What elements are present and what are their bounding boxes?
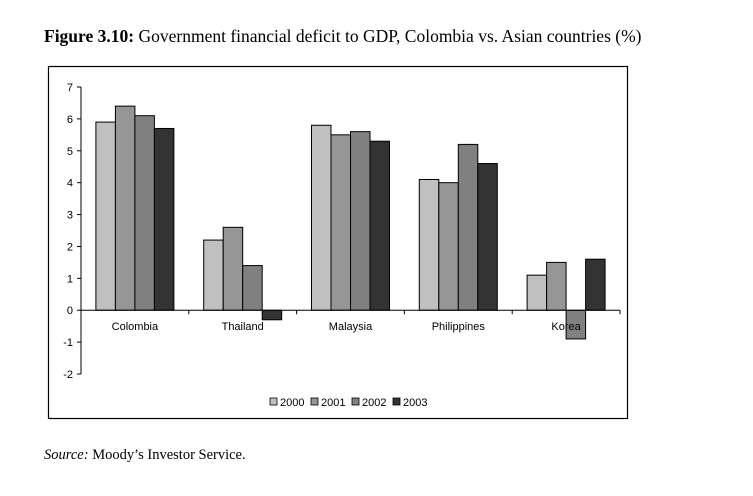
x-tick-label-korea: Korea [551, 321, 581, 333]
legend-label-2002: 2002 [362, 397, 386, 409]
y-tick-label: 7 [67, 82, 73, 94]
bar-korea-2001 [546, 261, 567, 311]
y-tick-label: 6 [67, 114, 73, 126]
bar-colombia-2001 [114, 105, 136, 311]
legend-label-2003: 2003 [403, 397, 427, 409]
bar-colombia-2000 [95, 121, 116, 311]
y-tick-label: -1 [63, 337, 73, 349]
y-tick-label: 1 [67, 273, 73, 285]
y-tick-label: 0 [67, 305, 73, 317]
legend-swatch-2001 [310, 397, 319, 406]
bar-korea-2000 [526, 274, 548, 311]
figure-title: Figure 3.10: Government financial defici… [44, 26, 642, 47]
bar-malaysia-2003 [369, 140, 390, 311]
axes-layer: -2 -1 0 1 2 3 4 5 6 7 Colombia Thailand Malaysia Phil… [63, 82, 621, 381]
bar-philippines-2001 [438, 182, 459, 311]
bar-malaysia-2000 [311, 124, 332, 311]
bar-colombia-2002 [134, 115, 155, 311]
legend: 2000 2001 2002 2003 [269, 397, 427, 409]
bar-malaysia-2002 [350, 131, 371, 311]
x-tick-label-malaysia: Malaysia [329, 321, 373, 333]
bars-layer [95, 105, 606, 340]
y-tick-label: 5 [67, 146, 73, 158]
y-tick-label: 4 [67, 178, 73, 190]
bar-thailand-2000 [203, 239, 224, 311]
bar-thailand-2003 [261, 309, 283, 321]
bar-thailand-2002 [242, 265, 263, 311]
y-tick-label: -2 [63, 369, 73, 381]
y-tick-label: 3 [67, 210, 73, 222]
bar-korea-2003 [585, 258, 606, 311]
bar-colombia-2003 [153, 127, 175, 311]
legend-label-2000: 2000 [280, 397, 304, 409]
x-tick-label-thailand: Thailand [222, 321, 264, 333]
legend-swatch-2000 [269, 397, 278, 406]
source-note: Source: Moody’s Investor Service. [44, 447, 246, 464]
bar-philippines-2000 [418, 178, 440, 311]
bar-thailand-2001 [222, 226, 244, 311]
bar-malaysia-2001 [330, 134, 351, 311]
figure-caption: Government financial deficit to GDP, Col… [138, 26, 642, 46]
legend-label-2001: 2001 [321, 397, 345, 409]
figure-label: Figure 3.10: [44, 26, 135, 46]
x-tick-label-colombia: Colombia [112, 321, 159, 333]
y-tick-label: 2 [67, 241, 73, 253]
bar-philippines-2002 [457, 143, 479, 311]
source-label: Source: [44, 447, 89, 463]
bar-philippines-2003 [477, 163, 498, 311]
legend-swatch-2003 [392, 397, 401, 406]
legend-swatch-2002 [351, 397, 360, 406]
source-text: Moody’s Investor Service. [92, 447, 246, 463]
x-tick-label-philippines: Philippines [432, 321, 486, 333]
